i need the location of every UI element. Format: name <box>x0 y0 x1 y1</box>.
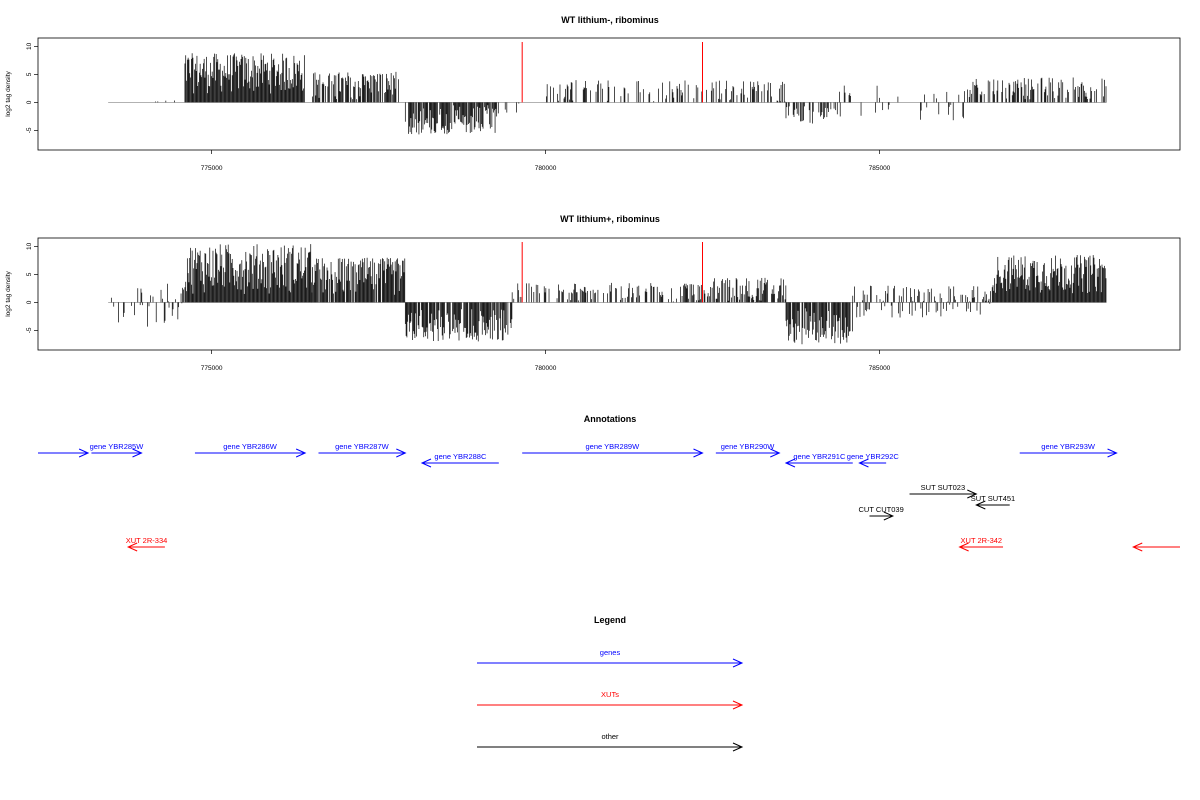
legend-title: Legend <box>594 615 626 625</box>
annotations-panel: Annotations gene YBR285W gene YBR286W gene… <box>38 414 1180 552</box>
feature-arrowhead <box>784 458 796 468</box>
legend-label: other <box>601 732 619 741</box>
legend-label: genes <box>600 648 621 657</box>
feature-label: SUT SUT023 <box>921 483 965 492</box>
feature-arrowhead <box>1107 448 1118 458</box>
legend-panel: Legend genes XUTs other <box>477 615 744 752</box>
chart-panel-lithium-plus: WT lithium+, ribominus log2 tag density … <box>5 214 1181 372</box>
axis-ticks: -5 0 5 10 775000 780000 785000 <box>26 242 891 372</box>
annotation-feature: gene YBR285W <box>90 442 145 458</box>
annotations-title: Annotations <box>584 414 637 424</box>
feature-arrowhead <box>732 700 744 710</box>
feature-arrowhead <box>975 500 986 510</box>
feature-arrowhead <box>1132 542 1143 552</box>
boundary-markers <box>521 242 703 303</box>
feature-arrowhead <box>295 448 307 458</box>
feature-label: XUT 2R-342 <box>961 536 1003 545</box>
annotation-feature: SUT SUT023 <box>909 483 978 499</box>
density-bars <box>108 53 1107 135</box>
annotation-feature: gene YBR292C <box>847 452 900 468</box>
feature-arrowhead <box>132 448 143 458</box>
annotation-feature <box>38 448 90 458</box>
legend-item: XUTs <box>477 690 744 710</box>
annotation-feature: XUT 2R-342 <box>958 536 1004 552</box>
x-tick-label: 785000 <box>869 365 891 372</box>
y-tick-label: 10 <box>26 42 33 50</box>
annotation-feature: gene YBR286W <box>194 442 307 458</box>
y-tick-label: -5 <box>26 327 33 333</box>
x-tick-label: 780000 <box>535 365 557 372</box>
feature-arrowhead <box>126 542 138 552</box>
x-tick-label: 785000 <box>869 165 891 172</box>
feature-arrowhead <box>396 448 407 458</box>
feature-arrowhead <box>958 542 969 552</box>
legend-item: genes <box>477 648 744 668</box>
annotation-feature: gene YBR291C <box>784 452 853 468</box>
x-tick-label: 780000 <box>535 165 557 172</box>
boundary-markers <box>521 42 703 103</box>
feature-arrowhead <box>693 448 704 458</box>
feature-arrowhead <box>883 511 895 521</box>
y-tick-label: 5 <box>26 72 33 76</box>
feature-label: CUT CUT039 <box>858 505 903 514</box>
annotation-feature: XUT 2R-334 <box>126 536 168 552</box>
feature-arrowhead <box>420 458 432 468</box>
feature-label: gene YBR290W <box>721 442 776 451</box>
y-axis-label: log2 tag density <box>5 70 12 116</box>
y-tick-label: -5 <box>26 127 33 133</box>
y-tick-label: 0 <box>26 300 33 304</box>
density-bars <box>108 244 1107 345</box>
annotation-feature: gene YBR289W <box>522 442 704 458</box>
feature-label: gene YBR287W <box>335 442 390 451</box>
feature-label: gene YBR291C <box>793 452 846 461</box>
feature-arrowhead <box>78 448 90 458</box>
annotation-feature: gene YBR288C <box>420 452 499 468</box>
chart-title: WT lithium-, ribominus <box>561 15 659 25</box>
chart-title: WT lithium+, ribominus <box>560 214 660 224</box>
legend-label: XUTs <box>601 690 619 699</box>
feature-label: gene YBR285W <box>90 442 145 451</box>
y-tick-label: 0 <box>26 100 33 104</box>
feature-label: gene YBR288C <box>434 452 487 461</box>
y-tick-label: 10 <box>26 242 33 250</box>
feature-label: XUT 2R-334 <box>126 536 168 545</box>
axis-ticks: -5 0 5 10 775000 780000 785000 <box>26 42 891 172</box>
y-axis-label: log2 tag density <box>5 270 12 316</box>
feature-arrowhead <box>732 658 744 668</box>
annotation-feature: gene YBR290W <box>715 442 781 458</box>
annotation-feature: gene YBR293W <box>1019 442 1118 458</box>
legend-item: other <box>477 732 744 752</box>
annotation-feature: CUT CUT039 <box>858 505 904 521</box>
y-tick-label: 5 <box>26 272 33 276</box>
annotation-feature: SUT SUT451 <box>971 494 1015 510</box>
annotation-feature <box>1132 542 1180 552</box>
feature-label: gene YBR293W <box>1041 442 1096 451</box>
plot-frame <box>37 237 1181 351</box>
x-tick-label: 775000 <box>201 165 223 172</box>
feature-arrowhead <box>770 448 781 458</box>
chart-panel-lithium-minus: WT lithium-, ribominus log2 tag density … <box>5 15 1181 172</box>
feature-label: gene YBR289W <box>586 442 641 451</box>
feature-label: gene YBR286W <box>223 442 278 451</box>
plot-frame <box>37 37 1181 151</box>
feature-arrowhead <box>732 742 744 752</box>
legend-items: genes XUTs other <box>477 648 744 752</box>
feature-arrowhead <box>967 489 978 499</box>
feature-arrowhead <box>858 458 869 468</box>
x-tick-label: 775000 <box>201 365 223 372</box>
feature-label: SUT SUT451 <box>971 494 1015 503</box>
annotation-feature: gene YBR287W <box>318 442 407 458</box>
annotation-features: gene YBR285W gene YBR286W gene YBR287W gene… <box>38 442 1180 552</box>
feature-label: gene YBR292C <box>847 452 900 461</box>
